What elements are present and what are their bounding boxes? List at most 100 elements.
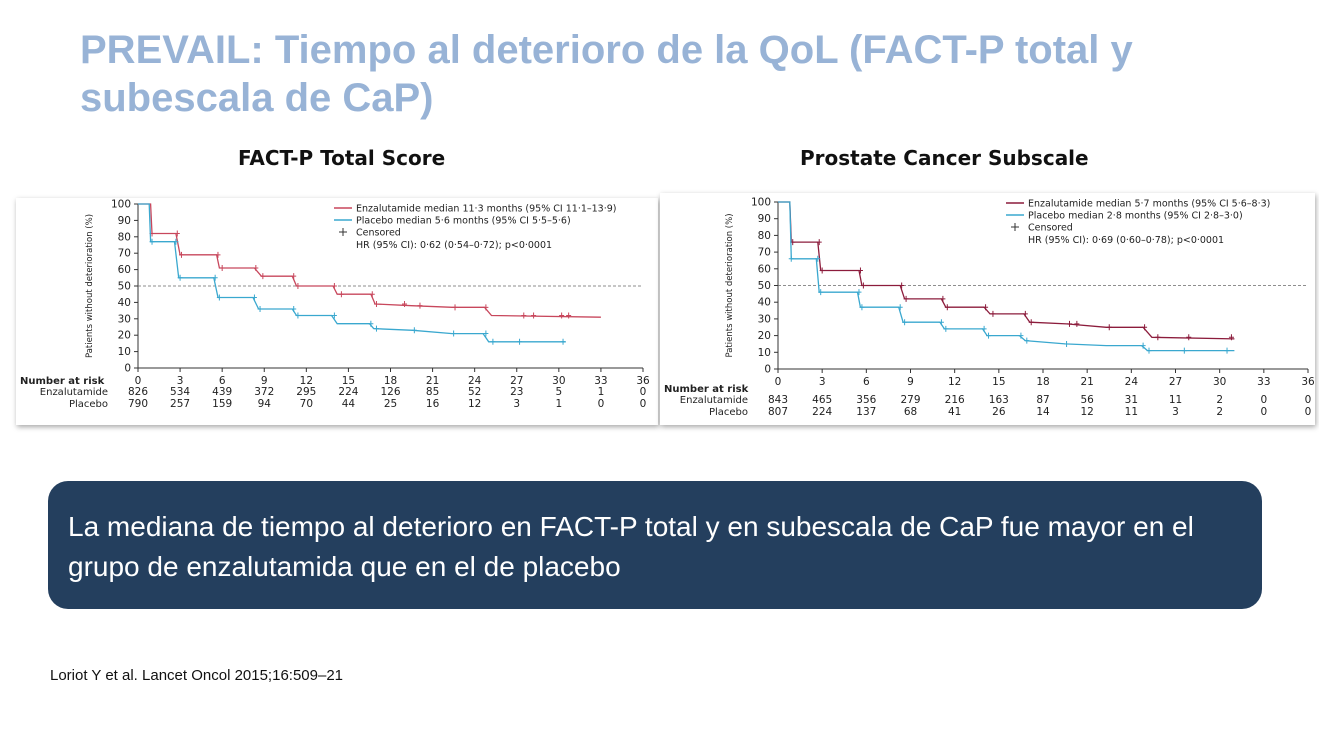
- x-tick-label: 21: [426, 375, 439, 387]
- risk-value: 295: [296, 386, 316, 398]
- y-tick-label: 90: [758, 213, 771, 225]
- censor-mark: [257, 305, 263, 312]
- legend-enzalutamide: Enzalutamide median 5·7 months (95% CI 5…: [1028, 199, 1270, 210]
- y-tick-label: 20: [758, 330, 771, 342]
- censor-mark: [566, 312, 572, 319]
- censor-mark: [483, 330, 489, 337]
- censor-mark: [369, 291, 375, 298]
- legend-hazard-ratio: HR (95% CI): 0·62 (0·54–0·72); p<0·0001: [356, 240, 552, 251]
- x-tick-label: 6: [219, 375, 226, 387]
- y-tick-label: 0: [124, 363, 131, 375]
- censor-mark: [173, 238, 179, 245]
- y-tick-label: 80: [758, 230, 771, 242]
- legend-placebo: Placebo median 5·6 months (95% CI 5·5–5·…: [356, 216, 571, 227]
- censor-mark: [1074, 320, 1080, 327]
- x-tick-label: 12: [948, 376, 961, 388]
- legend-hazard-ratio: HR (95% CI): 0·69 (0·60–0·78); p<0·0001: [1028, 235, 1224, 246]
- censor-mark: [149, 238, 155, 245]
- censor-mark: [1186, 334, 1192, 341]
- censor-mark: [531, 312, 537, 319]
- chart-heading-subscale: Prostate Cancer Subscale: [800, 146, 1089, 170]
- risk-value: 465: [812, 394, 832, 406]
- risk-value: 56: [1080, 394, 1094, 406]
- x-tick-label: 27: [1169, 376, 1182, 388]
- risk-value: 439: [212, 386, 232, 398]
- x-tick-label: 0: [775, 376, 782, 388]
- risk-value: 0: [1305, 406, 1312, 418]
- risk-value: 790: [128, 398, 148, 410]
- citation: Loriot Y et al. Lancet Oncol 2015;16:509…: [50, 667, 344, 684]
- censor-mark: [788, 255, 794, 262]
- censor-mark: [1028, 319, 1034, 326]
- risk-value: 257: [170, 398, 190, 410]
- risk-value: 5: [555, 386, 562, 398]
- censor-mark: [215, 251, 221, 258]
- censor-mark: [253, 264, 259, 271]
- risk-value: 11: [1169, 394, 1182, 406]
- y-tick-label: 60: [118, 264, 131, 276]
- x-tick-label: 0: [135, 375, 142, 387]
- censor-mark: [368, 320, 374, 327]
- censor-mark: [291, 305, 297, 312]
- risk-value: 0: [640, 386, 647, 398]
- y-tick-label: 60: [758, 263, 771, 275]
- risk-value: 224: [812, 406, 832, 418]
- key-finding-callout: La mediana de tiempo al deterioro en FAC…: [48, 481, 1262, 609]
- censor-mark: [178, 251, 184, 258]
- risk-value: 14: [1036, 406, 1050, 418]
- y-tick-label: 70: [118, 248, 131, 260]
- km-curve-placebo: [138, 203, 566, 343]
- risk-value: 12: [468, 398, 481, 410]
- censor-mark: [1142, 324, 1148, 331]
- censor-mark: [212, 274, 218, 281]
- censor-mark: [816, 239, 822, 246]
- risk-value: 3: [1172, 406, 1179, 418]
- risk-value: 87: [1036, 394, 1049, 406]
- censor-mark: [819, 267, 825, 274]
- censor-mark: [417, 302, 423, 309]
- censor-mark: [859, 304, 865, 311]
- risk-value: 31: [1125, 394, 1138, 406]
- km-panel-subscale: 0 10 20 30 40 50 60 70 80 90 100 0 3 6 9 12 15 18 21 24 27 30…: [660, 193, 1315, 425]
- censor-mark: [981, 325, 987, 332]
- x-tick-label: 9: [261, 375, 268, 387]
- censor-mark: [1228, 334, 1234, 341]
- risk-value: 1: [598, 386, 605, 398]
- censor-mark: [938, 319, 944, 326]
- censor-mark: [331, 283, 337, 289]
- censor-mark: [1106, 324, 1112, 331]
- km-panel-total: 0 10 20 30 40 50 60 70 80 90 100 0 3 6 9 12 15 18 21 24 27 30…: [16, 198, 658, 425]
- x-tick-label: 9: [907, 376, 914, 388]
- y-axis-label: Patients without deterioration (%): [85, 214, 95, 358]
- y-tick-label: 50: [758, 280, 771, 292]
- risk-value: 279: [900, 394, 920, 406]
- y-tick-label: 30: [758, 313, 771, 325]
- x-tick-label: 12: [300, 375, 313, 387]
- censor-mark: [373, 301, 379, 308]
- censor-mark: [295, 312, 301, 319]
- censor-mark: [1146, 347, 1152, 354]
- risk-row-label: Placebo: [709, 407, 748, 418]
- censor-mark: [818, 289, 824, 296]
- risk-value: 216: [945, 394, 965, 406]
- censor-mark: [560, 338, 566, 345]
- x-tick-label: 36: [1301, 376, 1315, 388]
- y-tick-label: 100: [751, 197, 771, 209]
- censor-mark: [944, 304, 950, 311]
- x-tick-label: 3: [819, 376, 826, 388]
- risk-value: 2: [1216, 394, 1223, 406]
- censor-mark: [815, 255, 821, 262]
- x-tick-label: 15: [992, 376, 1005, 388]
- x-tick-label: 18: [384, 375, 397, 387]
- censor-mark: [856, 289, 862, 296]
- censor-mark: [940, 295, 946, 302]
- chart-heading-total: FACT-P Total Score: [238, 146, 446, 170]
- risk-value: 52: [468, 386, 481, 398]
- censor-mark: [1064, 340, 1070, 347]
- y-tick-label: 10: [118, 346, 131, 358]
- censor-mark: [331, 312, 337, 319]
- censor-mark: [943, 325, 949, 332]
- censor-mark: [860, 282, 866, 289]
- x-tick-label: 24: [468, 375, 482, 387]
